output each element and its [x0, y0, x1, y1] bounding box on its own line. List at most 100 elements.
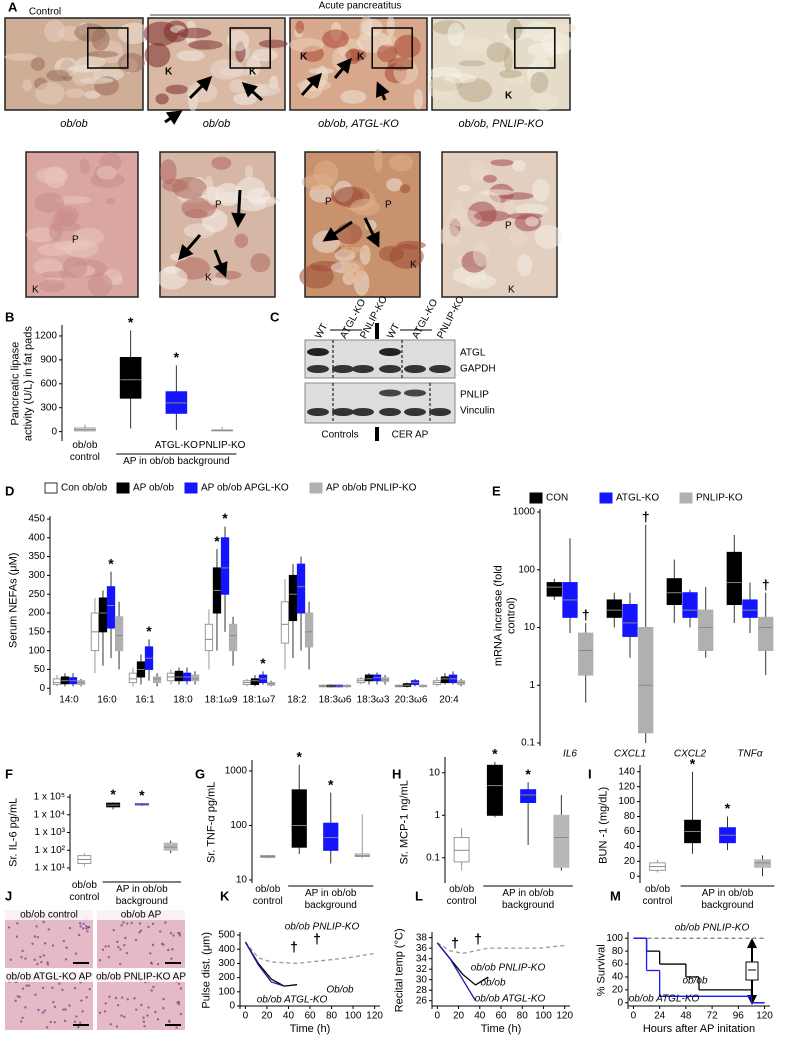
organ-mark: P: [215, 200, 222, 211]
photo-texture: [201, 186, 228, 203]
y-tick-label: 30: [416, 974, 428, 985]
panel-label: K: [220, 888, 230, 903]
blot: [304, 382, 456, 424]
annotation: †: [582, 607, 590, 623]
inset-box: [87, 27, 129, 69]
photo-texture: [172, 177, 207, 199]
group-label: AP in ob/ob background: [501, 888, 555, 911]
y-tick-label: 0: [617, 997, 623, 1008]
histology-texture: [125, 922, 129, 925]
box: [98, 597, 108, 633]
histology-texture: [172, 934, 175, 937]
panel-label: L: [415, 888, 423, 903]
histology-texture: [33, 958, 36, 961]
x-tick-label: 100: [535, 1011, 552, 1022]
photo-texture: [469, 159, 485, 184]
photo-texture: [245, 165, 254, 180]
photo-caption: ob/ob: [60, 118, 88, 130]
histology-texture: [85, 927, 88, 930]
organ-mark: K: [300, 52, 308, 63]
arrow: [188, 75, 213, 100]
x-tick-label: ob/ob control: [69, 440, 100, 463]
histology-texture: [21, 1016, 24, 1020]
photo-texture: [517, 253, 533, 277]
caption-bg: [97, 910, 185, 920]
y-tick-label: 1: [529, 680, 535, 691]
panel-label: H: [392, 766, 401, 781]
histology-texture: [79, 1021, 82, 1024]
x-tick-label: 18:1ω9: [205, 695, 238, 706]
histology-texture: [177, 982, 181, 985]
histology-texture: [49, 1020, 52, 1024]
legend-label: Con ob/ob: [61, 483, 108, 494]
group-label: AP in ob/ob background: [701, 888, 754, 911]
blot: [304, 339, 456, 379]
x-tick-label: 40: [283, 1011, 295, 1022]
photo-texture: [446, 209, 483, 228]
histology-texture: [73, 1020, 77, 1023]
organ-mark: K: [32, 285, 39, 296]
histology-texture: [147, 1006, 150, 1009]
panel-label: C: [270, 309, 280, 324]
legend-swatch: [529, 492, 543, 504]
x-tick-label: 120: [366, 1011, 383, 1022]
legend-swatch: [309, 482, 323, 494]
y-tick-label: 1000: [513, 507, 536, 518]
photo-texture: [48, 221, 63, 242]
y-tick-label: 10: [524, 622, 536, 633]
histology-texture: [7, 926, 11, 929]
photo-texture: [246, 187, 271, 205]
histology-texture: [33, 935, 36, 938]
band-label: Vinculin: [460, 406, 495, 417]
y-axis-label: Pancreatic lipase activity (U/L) in fat …: [9, 325, 34, 441]
histology-texture: [162, 1007, 165, 1010]
band: [307, 348, 329, 356]
y-tick-label: 0.1: [521, 738, 535, 749]
y-tick-label: 600: [40, 378, 57, 389]
box: [622, 604, 638, 637]
x-tick-label: 120: [756, 1011, 773, 1022]
photo-texture: [490, 159, 514, 167]
group-label: Controls: [321, 430, 358, 441]
y-tick-label: 32: [416, 964, 428, 975]
y-tick-label: 900: [40, 355, 57, 366]
photo-texture: [64, 238, 99, 258]
photo-texture: [301, 174, 335, 190]
band: [332, 408, 354, 416]
photo-texture: [342, 260, 365, 281]
histology-texture: [16, 922, 19, 925]
photo-texture: [512, 159, 526, 172]
histology-texture: [34, 993, 37, 996]
band: [379, 365, 401, 373]
y-tick-label: 200: [218, 972, 235, 983]
y-tick-label: 1 x 10³: [34, 827, 65, 838]
photo-texture: [156, 266, 188, 290]
photo-texture: [299, 264, 334, 289]
histology-texture: [120, 924, 123, 927]
histology-texture: [46, 961, 49, 964]
photo-texture: [340, 89, 367, 104]
histology-texture: [120, 1014, 123, 1017]
x-tick-label: 16:1: [135, 695, 155, 706]
panel-label: E: [492, 483, 501, 498]
arrow: [300, 72, 323, 97]
band: [429, 365, 451, 373]
box: [296, 563, 306, 614]
histology-texture: [52, 1000, 55, 1004]
photo-texture: [479, 189, 515, 196]
histology-texture: [112, 928, 115, 932]
series-line: [244, 941, 285, 987]
organ-mark: P: [325, 197, 332, 208]
box: [440, 676, 450, 684]
y-axis-label: Sr. MCP-1 ng/mL: [398, 779, 411, 865]
y-axis-label: Sr. TNF-α pg/mL: [205, 781, 218, 863]
histology-texture: [77, 933, 81, 937]
histology-texture: [24, 957, 27, 960]
series-label: ob/ob: [480, 978, 505, 989]
photo-texture: [35, 167, 69, 184]
y-tick-label: 0: [51, 426, 57, 437]
histology-texture: [177, 931, 180, 935]
group-label: AP in ob/ob background: [115, 884, 168, 907]
organ-mark: P: [72, 235, 79, 246]
histology-texture: [171, 948, 174, 951]
